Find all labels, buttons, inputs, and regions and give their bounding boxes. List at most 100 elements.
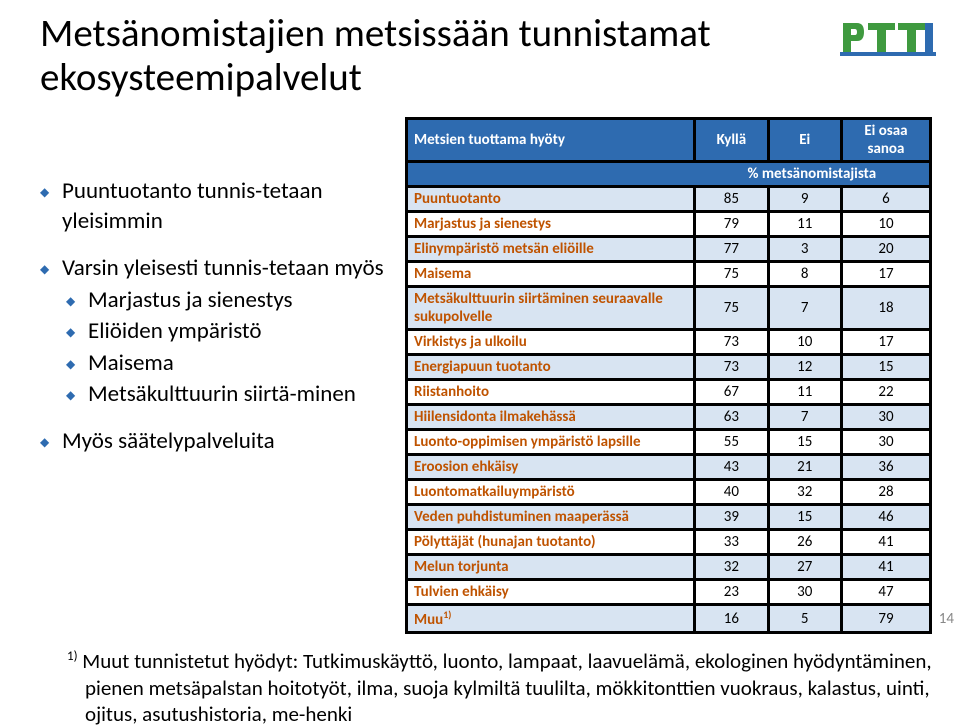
table-cell: 15 <box>768 430 841 455</box>
subheader-percent: % metsänomistajista <box>695 162 931 187</box>
table-cell: 36 <box>841 455 930 480</box>
table-row: Elinympäristö metsän eliöille77320 <box>407 237 931 262</box>
table-cell: 77 <box>695 237 768 262</box>
table-cell: 30 <box>841 430 930 455</box>
row-label: Veden puhdistuminen maaperässä <box>407 505 695 530</box>
table-cell: 41 <box>841 555 930 580</box>
row-label: Melun torjunta <box>407 555 695 580</box>
table-cell: 75 <box>695 287 768 330</box>
bullet-marker-icon: ◆ <box>40 254 62 278</box>
table-row: Eroosion ehkäisy432136 <box>407 455 931 480</box>
table-cell: 21 <box>768 455 841 480</box>
table-cell: 7 <box>768 405 841 430</box>
bullet-marker-icon: ◆ <box>66 317 88 341</box>
table-cell: 6 <box>841 187 930 212</box>
table-cell: 20 <box>841 237 930 262</box>
table-cell: 79 <box>695 212 768 237</box>
bullet-marker-icon: ◆ <box>66 380 88 404</box>
row-label: Energiapuun tuotanto <box>407 355 695 380</box>
table-cell: 5 <box>768 605 841 633</box>
table-row: Veden puhdistuminen maaperässä391546 <box>407 505 931 530</box>
table-cell: 47 <box>841 580 930 605</box>
table-cell: 85 <box>695 187 768 212</box>
bullet-column: ◆ Puuntuotanto tunnis-tetaan yleisimmin … <box>40 117 395 634</box>
table-cell: 32 <box>768 480 841 505</box>
table-row: Luontomatkailuympäristö403228 <box>407 480 931 505</box>
bullet-marker-icon: ◆ <box>40 177 62 201</box>
table-cell: 67 <box>695 380 768 405</box>
table-cell: 79 <box>841 605 930 633</box>
table-cell: 63 <box>695 405 768 430</box>
sub-bullet-item: ◆Metsäkulttuurin siirtä-minen <box>40 380 395 409</box>
footnote: 1) Muut tunnistetut hyödyt: Tutkimuskäyt… <box>40 648 932 727</box>
sub-bullet-item: ◆Maisema <box>40 349 395 378</box>
bullet-marker-icon: ◆ <box>66 349 88 373</box>
row-label: Luontomatkailuympäristö <box>407 480 695 505</box>
ptt-logo <box>840 18 936 63</box>
bullet-item: ◆ Puuntuotanto tunnis-tetaan yleisimmin <box>40 177 395 236</box>
ecosystem-services-table: Metsien tuottama hyöty Kyllä Ei Ei osaa … <box>405 117 932 634</box>
row-label: Marjastus ja sienestys <box>407 212 695 237</box>
row-label: Puuntuotanto <box>407 187 695 212</box>
table-cell: 16 <box>695 605 768 633</box>
table-cell: 17 <box>841 330 930 355</box>
table-row: Maisema75817 <box>407 262 931 287</box>
table-row: Puuntuotanto8596 <box>407 187 931 212</box>
row-label: Elinympäristö metsän eliöille <box>407 237 695 262</box>
table-row: Pölyttäjät (hunajan tuotanto)332641 <box>407 530 931 555</box>
table-cell: 43 <box>695 455 768 480</box>
table-row: Hiilensidonta ilmakehässä63730 <box>407 405 931 430</box>
table-cell: 9 <box>768 187 841 212</box>
row-label: Tulvien ehkäisy <box>407 580 695 605</box>
table-cell: 41 <box>841 530 930 555</box>
table-cell: 33 <box>695 530 768 555</box>
table-cell: 40 <box>695 480 768 505</box>
page-number: 14 <box>939 610 954 628</box>
bullet-marker-icon: ◆ <box>40 427 62 451</box>
sub-bullet-item: ◆Marjastus ja sienestys <box>40 286 395 315</box>
col-header-label: Metsien tuottama hyöty <box>407 119 695 162</box>
table-cell: 55 <box>695 430 768 455</box>
row-label: Luonto-oppimisen ympäristö lapsille <box>407 430 695 455</box>
row-label: Riistanhoito <box>407 380 695 405</box>
table-row: Muu1)16579 <box>407 605 931 633</box>
table-cell: 27 <box>768 555 841 580</box>
sub-bullet-item: ◆Eliöiden ympäristö <box>40 317 395 346</box>
title-line-1: Metsänomistajien metsissään tunnistamat <box>40 10 711 57</box>
table-row: Metsäkulttuurin siirtäminen seuraavalle … <box>407 287 931 330</box>
title-line-2: ekosysteemipalvelut <box>40 54 362 101</box>
table-cell: 8 <box>768 262 841 287</box>
table-cell: 73 <box>695 355 768 380</box>
table-cell: 32 <box>695 555 768 580</box>
table-cell: 30 <box>841 405 930 430</box>
table-row: Virkistys ja ulkoilu731017 <box>407 330 931 355</box>
table-cell: 30 <box>768 580 841 605</box>
table-row: Riistanhoito671122 <box>407 380 931 405</box>
table-cell: 39 <box>695 505 768 530</box>
table-row: Luonto-oppimisen ympäristö lapsille55153… <box>407 430 931 455</box>
table-cell: 10 <box>841 212 930 237</box>
table-row: Melun torjunta322741 <box>407 555 931 580</box>
row-label: Muu1) <box>407 605 695 633</box>
row-label: Hiilensidonta ilmakehässä <box>407 405 695 430</box>
row-label: Metsäkulttuurin siirtäminen seuraavalle … <box>407 287 695 330</box>
table-cell: 11 <box>768 212 841 237</box>
row-label: Virkistys ja ulkoilu <box>407 330 695 355</box>
row-label: Maisema <box>407 262 695 287</box>
table-cell: 28 <box>841 480 930 505</box>
table-cell: 15 <box>841 355 930 380</box>
table-cell: 7 <box>768 287 841 330</box>
table-cell: 11 <box>768 380 841 405</box>
table-cell: 75 <box>695 262 768 287</box>
table-cell: 17 <box>841 262 930 287</box>
table-cell: 73 <box>695 330 768 355</box>
table-row: Marjastus ja sienestys791110 <box>407 212 931 237</box>
table-row: Tulvien ehkäisy233047 <box>407 580 931 605</box>
bullet-item: ◆ Varsin yleisesti tunnis-tetaan myös <box>40 254 395 283</box>
row-label: Pölyttäjät (hunajan tuotanto) <box>407 530 695 555</box>
col-header-eiosaa: Ei osaa sanoa <box>841 119 930 162</box>
table-row: Energiapuun tuotanto731215 <box>407 355 931 380</box>
bullet-marker-icon: ◆ <box>66 286 88 310</box>
table-cell: 3 <box>768 237 841 262</box>
table-cell: 22 <box>841 380 930 405</box>
